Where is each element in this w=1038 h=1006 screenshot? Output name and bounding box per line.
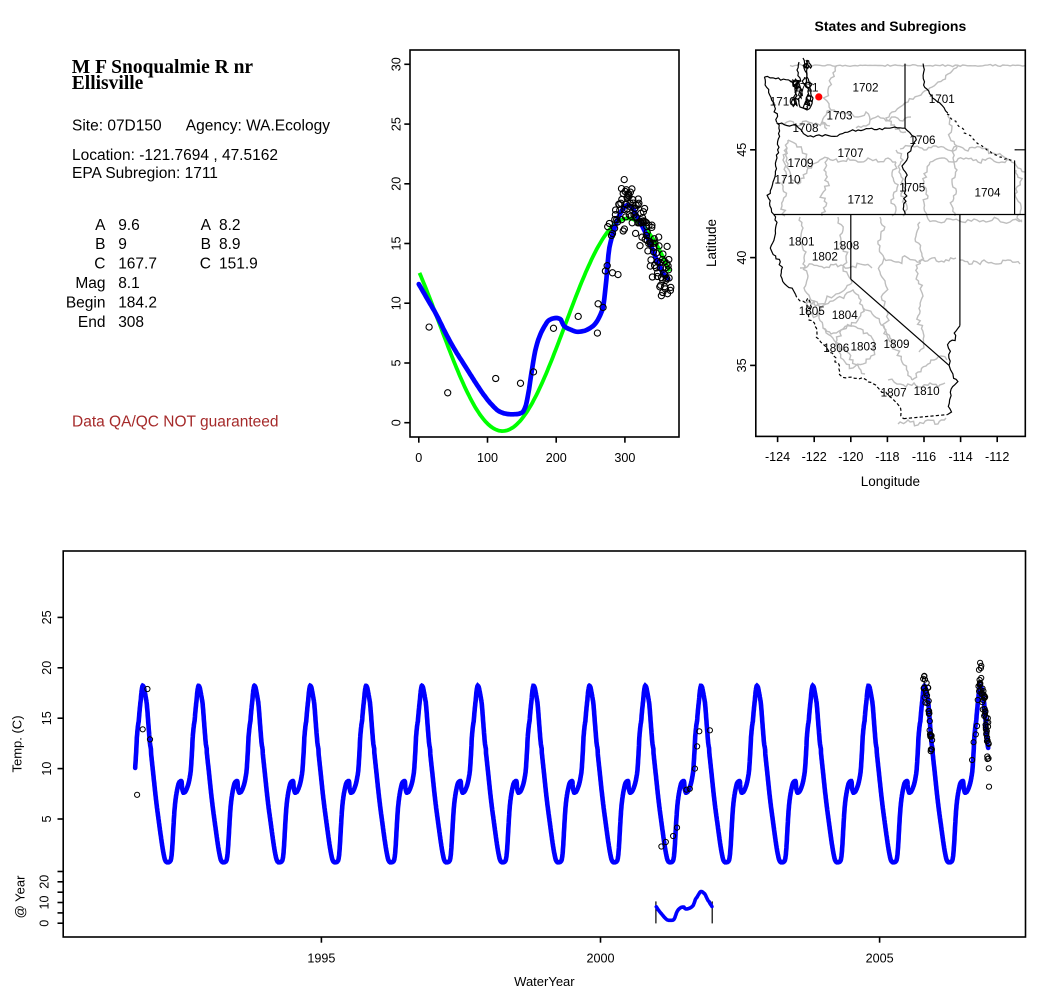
svg-text:5: 5 — [390, 359, 404, 366]
svg-text:1805: 1805 — [799, 305, 826, 318]
svg-text:C: C — [200, 256, 211, 273]
svg-text:1807: 1807 — [881, 387, 907, 400]
svg-text:0: 0 — [390, 419, 404, 426]
svg-text:1808: 1808 — [833, 240, 859, 253]
svg-text:Data QA/QC NOT guaranteed: Data QA/QC NOT guaranteed — [72, 414, 278, 431]
svg-text:25: 25 — [390, 117, 404, 131]
svg-text:25: 25 — [40, 610, 54, 624]
svg-text:-122: -122 — [802, 450, 827, 464]
svg-text:40: 40 — [735, 251, 749, 265]
svg-text:8.9: 8.9 — [219, 236, 241, 253]
svg-text:@ Year: @ Year — [13, 875, 28, 919]
svg-text:C: C — [94, 256, 105, 273]
svg-text:A: A — [95, 217, 106, 234]
svg-text:-112: -112 — [985, 450, 1009, 464]
svg-text:1708: 1708 — [792, 122, 818, 135]
svg-text:9.6: 9.6 — [118, 217, 140, 234]
svg-text:-120: -120 — [838, 450, 863, 464]
svg-text:300: 300 — [614, 451, 635, 465]
svg-text:35: 35 — [735, 358, 749, 372]
svg-text:A: A — [201, 217, 212, 234]
svg-text:45: 45 — [735, 143, 749, 157]
svg-text:100: 100 — [477, 451, 498, 465]
svg-text:151.9: 151.9 — [219, 256, 258, 273]
svg-text:Longitude: Longitude — [861, 474, 920, 489]
svg-text:10: 10 — [40, 762, 54, 776]
svg-text:-116: -116 — [912, 450, 936, 464]
svg-text:B: B — [201, 236, 211, 253]
svg-text:1803: 1803 — [850, 341, 876, 354]
svg-text:1995: 1995 — [307, 952, 335, 966]
svg-text:10: 10 — [38, 895, 52, 909]
svg-text:-118: -118 — [875, 450, 899, 464]
svg-text:1810: 1810 — [914, 385, 941, 398]
svg-text:1712: 1712 — [847, 194, 873, 207]
svg-text:WaterYear: WaterYear — [514, 974, 575, 989]
svg-text:Mag: Mag — [75, 275, 105, 292]
svg-text:0: 0 — [38, 920, 52, 927]
svg-text:Agency: WA.Ecology: Agency: WA.Ecology — [186, 117, 330, 134]
svg-text:-124: -124 — [765, 450, 790, 464]
svg-text:Begin: Begin — [66, 294, 106, 311]
svg-text:30: 30 — [390, 57, 404, 71]
svg-text:1706: 1706 — [909, 134, 935, 147]
svg-text:1802: 1802 — [812, 251, 838, 264]
svg-text:9: 9 — [118, 236, 127, 253]
svg-text:1709: 1709 — [787, 157, 813, 170]
svg-text:1707: 1707 — [837, 147, 863, 160]
svg-text:1701: 1701 — [929, 93, 955, 106]
svg-text:1809: 1809 — [883, 338, 909, 351]
svg-text:2000: 2000 — [586, 952, 614, 966]
svg-text:1703: 1703 — [826, 110, 852, 123]
svg-text:5: 5 — [40, 815, 54, 822]
svg-text:20: 20 — [38, 875, 52, 889]
svg-text:10: 10 — [390, 296, 404, 310]
svg-text:167.7: 167.7 — [118, 256, 157, 273]
svg-text:1705: 1705 — [899, 182, 926, 195]
svg-text:Site: 07D150: Site: 07D150 — [72, 117, 162, 134]
svg-text:Latitude: Latitude — [704, 219, 719, 267]
svg-text:8.2: 8.2 — [219, 217, 241, 234]
svg-text:8.1: 8.1 — [118, 275, 140, 292]
svg-text:EPA Subregion: 1711: EPA Subregion: 1711 — [72, 165, 218, 182]
svg-text:200: 200 — [546, 451, 567, 465]
svg-text:End: End — [78, 314, 106, 331]
svg-text:15: 15 — [390, 236, 404, 250]
svg-text:20: 20 — [390, 177, 404, 191]
svg-text:States and Subregions: States and Subregions — [815, 18, 967, 34]
svg-text:Temp. (C): Temp. (C) — [10, 715, 25, 772]
svg-text:1710: 1710 — [774, 174, 801, 187]
svg-text:184.2: 184.2 — [118, 294, 157, 311]
svg-text:-114: -114 — [948, 450, 972, 464]
svg-text:1806: 1806 — [823, 342, 849, 355]
svg-text:Location: -121.7694 , 47.5162: Location: -121.7694 , 47.5162 — [72, 147, 278, 164]
svg-text:1710: 1710 — [770, 96, 797, 109]
svg-text:0: 0 — [415, 451, 422, 465]
svg-text:Ellisville: Ellisville — [72, 73, 144, 94]
svg-text:B: B — [95, 236, 105, 253]
svg-text:20: 20 — [40, 661, 54, 675]
svg-text:1711: 1711 — [793, 82, 818, 95]
svg-text:15: 15 — [40, 711, 54, 725]
svg-text:2005: 2005 — [866, 952, 894, 966]
svg-text:308: 308 — [118, 314, 144, 331]
svg-text:M F Snoqualmie R nr: M F Snoqualmie R nr — [72, 57, 254, 78]
svg-text:1704: 1704 — [974, 187, 1001, 200]
svg-text:1801: 1801 — [788, 236, 814, 249]
svg-text:1702: 1702 — [852, 82, 878, 95]
svg-text:1804: 1804 — [832, 309, 859, 322]
